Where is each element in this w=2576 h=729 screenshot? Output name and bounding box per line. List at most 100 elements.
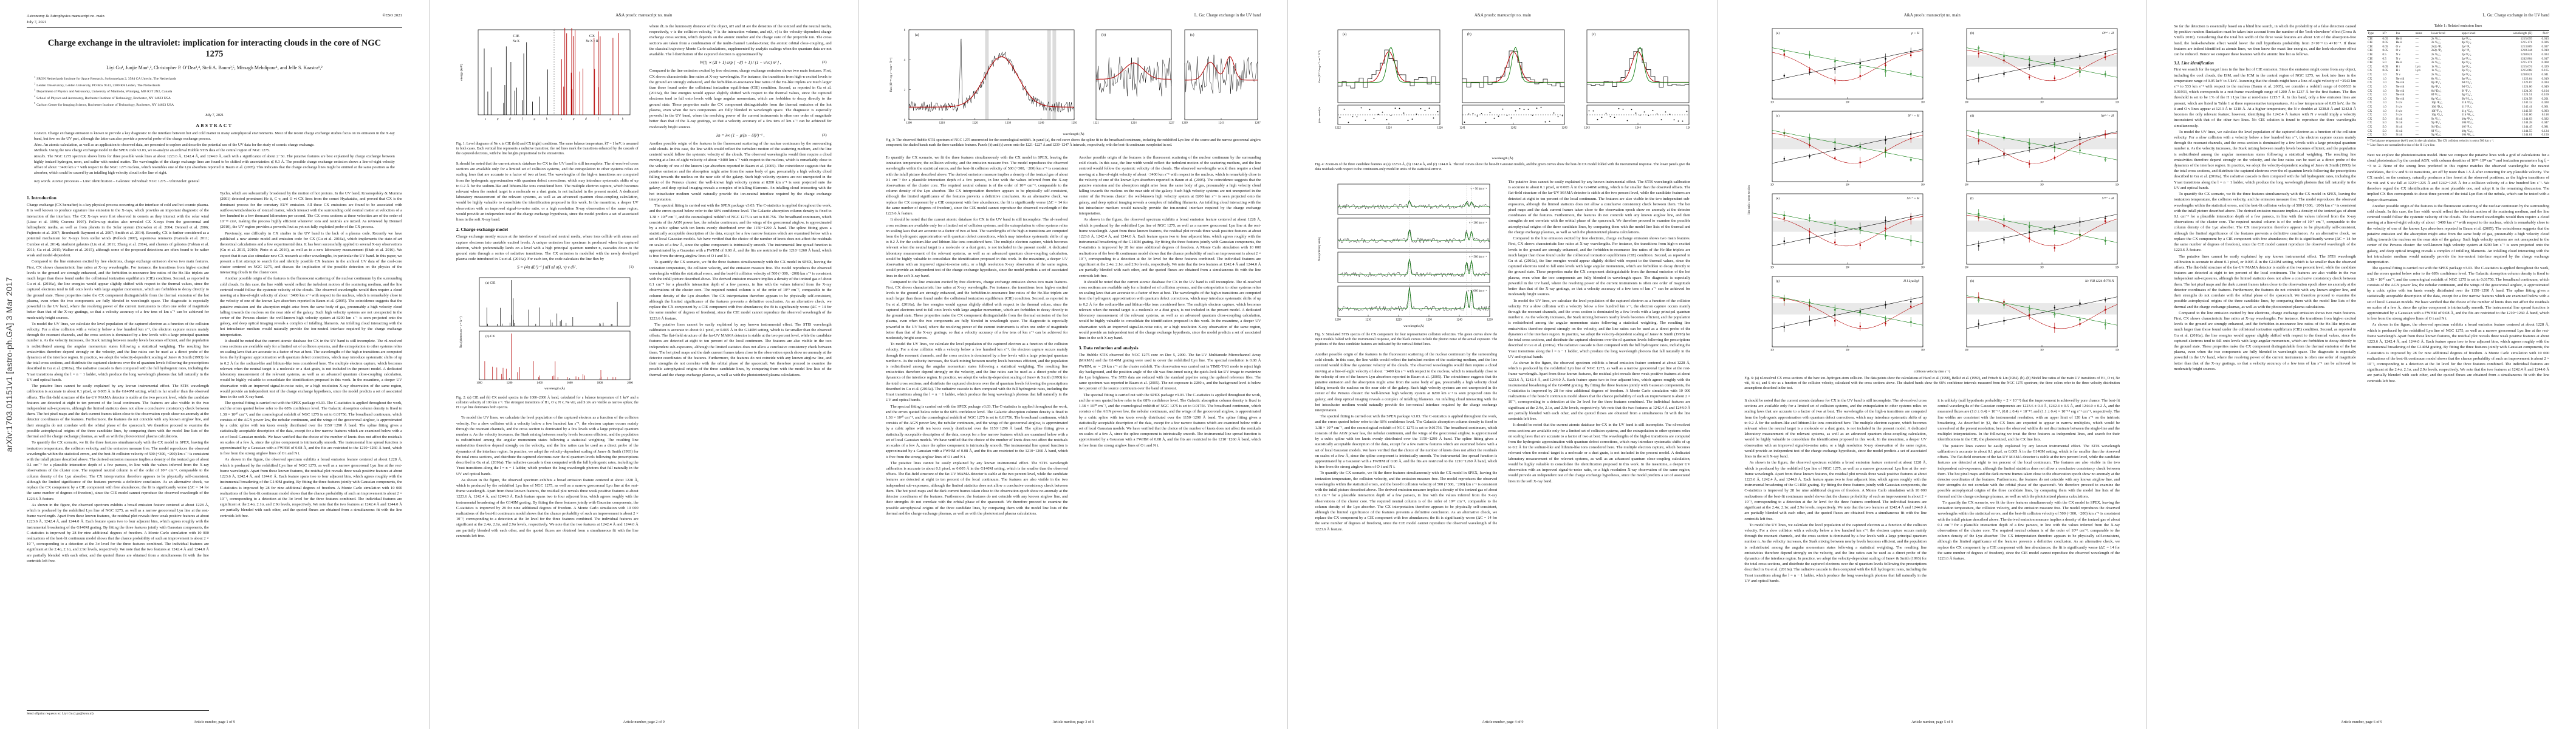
- page-1: Astronomy & Astrophysics manuscript no. …: [0, 0, 430, 729]
- svg-text:v = 200 km s⁻¹: v = 200 km s⁻¹: [1469, 221, 1487, 225]
- table-cell: CX: [2368, 101, 2372, 105]
- table-cell: CX: [2368, 77, 2372, 81]
- body-paragraph: It should be noted that the current atom…: [1744, 398, 1927, 459]
- table-cell: 0.028: [2541, 101, 2549, 105]
- svg-text:1220: 1220: [1396, 318, 1402, 321]
- table-cell: 1242.58: [2522, 109, 2532, 113]
- svg-text:1240: 1240: [1457, 318, 1463, 321]
- table-cell: CIE: [2368, 61, 2373, 65]
- svg-text:wavelength (Å): wavelength (Å): [544, 386, 565, 391]
- body-paragraph: The putative lines cannot be easily expl…: [2174, 254, 2357, 309]
- svg-text:Ne⁸⁺ + H: Ne⁸⁺ + H: [2100, 114, 2114, 118]
- svg-text:1250: 1250: [1071, 122, 1077, 125]
- table-cell: 9h ²H₁₁/₂: [2461, 97, 2473, 101]
- table-cell: 1s ²S₁/₂: [2431, 64, 2441, 69]
- figure-2: (a) CIE (b) CX 1000 1200 1400 1600 1800 2000 wav…: [456, 273, 639, 411]
- table-cell: N v: [2396, 56, 2400, 61]
- table-cell: 1242.66: [2522, 113, 2532, 117]
- table-cell: —: [2415, 56, 2419, 61]
- table-cell: O v: [2396, 44, 2400, 49]
- body-paragraph: To quantify the CX scenario, we fit the …: [1315, 471, 1498, 532]
- figure-6: (a) p + H 10² 10³ 10⁴ (b) O⁶⁺ + H 10² 10³ 10⁴ (c) N…: [1744, 24, 2120, 395]
- table-cell: CIE: [2368, 41, 2373, 45]
- table-cell: 1215.668: [2520, 69, 2532, 73]
- table-cell: 1215.674: [2520, 64, 2532, 69]
- svg-text:10²: 10²: [1770, 266, 1775, 270]
- table-cell: 0.201: [2541, 97, 2549, 101]
- svg-text:1221: 1221: [1093, 122, 1099, 125]
- table-cell: CX: [2368, 113, 2372, 117]
- svg-text:(h): (h): [1970, 279, 1974, 283]
- svg-text:h: h: [622, 118, 624, 121]
- svg-text:S¹⁴⁺ + H: S¹⁴⁺ + H: [2102, 197, 2114, 200]
- figure-5: v = 50 km s⁻¹ v = 200 km s⁻¹ v = 500 km s⁻…: [1315, 179, 1497, 347]
- svg-text:1600: 1600: [567, 382, 573, 385]
- body-paragraph: The spectral fitting is carried out with…: [649, 204, 832, 259]
- table-cell: CX: [2368, 93, 2372, 97]
- svg-text:flux (photons m⁻² s⁻¹ Å⁻¹): flux (photons m⁻² s⁻¹ Å⁻¹): [459, 317, 463, 348]
- svg-text:1224: 1224: [1131, 122, 1137, 125]
- table-cell: —: [2415, 73, 2419, 77]
- table-header-cell: upper level: [2461, 30, 2492, 37]
- figure-2-caption: Fig. 2: (a) CIE and (b) CX model spectra…: [456, 396, 639, 410]
- table-cell: 1.0: [2382, 101, 2386, 105]
- table-cell: 5.0: [2382, 121, 2386, 125]
- svg-text:1240: 1240: [1038, 122, 1044, 125]
- table-cell: 0.5: [2382, 56, 2386, 61]
- body-paragraph: Next we explore the photoionization mode…: [2367, 152, 2549, 202]
- table-row: CX 1.0 Ne viii — 8d ²D₅/₂ 9f ²F₇/₂ 1224.…: [2367, 89, 2549, 94]
- table-row: CX 5.0 Si xii — 9p ²P₃/₂ 10d ²D₅/₂ 1244.…: [2367, 121, 2549, 125]
- table-cell: 4p ²P₃/₂: [2461, 61, 2472, 65]
- table-cell: 10h ²H₁₁/₂: [2461, 133, 2475, 137]
- table-cell: 2s ²S₁/₂: [2431, 53, 2441, 57]
- svg-text:1222: 1222: [1335, 127, 1341, 130]
- svg-text:1244: 1244: [1636, 127, 1642, 130]
- table-cell: 5.0: [2382, 61, 2386, 65]
- svg-text:line ratio / cross section: line ratio / cross section: [1748, 185, 1751, 214]
- manuscript-header: Astronomy & Astrophysics manuscript no. …: [27, 13, 402, 28]
- table-cell: 9p ²P₃/₂: [2461, 77, 2472, 81]
- svg-text:10³: 10³: [2040, 101, 2044, 104]
- body-paragraph: To model the UV lines, we calculate the …: [27, 321, 209, 382]
- section-heading-cx-model: 2. Charge exchange model: [456, 227, 509, 233]
- figure-4: (a) 1222 1224 1226 (b) 1241 1242 1243 (c) 1243 124…: [1315, 24, 1690, 177]
- table-cell: CX: [2368, 84, 2372, 89]
- table-row: CIE 0.05 O v — 2s2p ³P₂ 2p² ³P₂ 1218.344…: [2367, 49, 2549, 53]
- table-cell: 1238.821: [2520, 73, 2532, 77]
- table-header-cell: kTᵃ: [2382, 30, 2396, 37]
- svg-text:10³: 10³: [1846, 349, 1850, 352]
- svg-text:1200: 1200: [507, 382, 513, 385]
- svg-text:(d): (d): [1970, 114, 1974, 118]
- svg-text:(e): (e): [1776, 196, 1780, 200]
- body-paragraph: It should be noted that the current atom…: [885, 217, 1068, 278]
- table-cell: CIE: [2368, 44, 2373, 49]
- svg-text:(b): (b): [1101, 33, 1106, 37]
- table-header-cell: Type: [2367, 30, 2382, 37]
- svg-text:10²: 10²: [1770, 349, 1775, 352]
- svg-text:4: 4: [903, 59, 905, 62]
- svg-text:10⁴: 10⁴: [2115, 266, 2120, 270]
- abstract-paragraph: Aims. An atomic calculation, as well as …: [34, 142, 315, 147]
- svg-text:N⁷⁺ + H: N⁷⁺ + H: [1908, 114, 1920, 118]
- table-cell: CIE: [2368, 36, 2373, 41]
- body-paragraph: Another possible origin of the features …: [2367, 204, 2549, 264]
- table-cell: 1.0: [2382, 73, 2386, 77]
- table-cell: 0.010: [2541, 49, 2549, 53]
- table-cell: 1.0: [2382, 89, 2386, 93]
- table-cell: 10d ²D₅/₂: [2431, 104, 2444, 109]
- column-left: 1. Introduction Charge exchange (CX here…: [27, 191, 209, 716]
- svg-text:g: g: [609, 118, 611, 121]
- body-paragraph: Compared to the line emission excited by…: [1508, 236, 1691, 297]
- table-cell: —: [2415, 97, 2419, 101]
- body-paragraph: Compared to the line emission excited by…: [885, 279, 1068, 340]
- table-row: CX 1.0 Ne viii — 8g ²G₉/₂ 9h ²H₁₁/₂ 1224…: [2367, 97, 2549, 101]
- table-cell: 1244.03: [2522, 117, 2532, 121]
- svg-text:v = 500 km s⁻¹: v = 500 km s⁻¹: [1469, 255, 1487, 259]
- table-cell: 10p ²P₃/₂: [2431, 101, 2443, 105]
- manuscript-date: July 7, 2021: [27, 19, 47, 24]
- body-paragraph: To model the UV lines, we calculate the …: [456, 416, 639, 476]
- table-cell: 8p ²P₃/₂: [2431, 84, 2441, 89]
- body-paragraph: The spectral fitting is carried out with…: [885, 404, 1068, 459]
